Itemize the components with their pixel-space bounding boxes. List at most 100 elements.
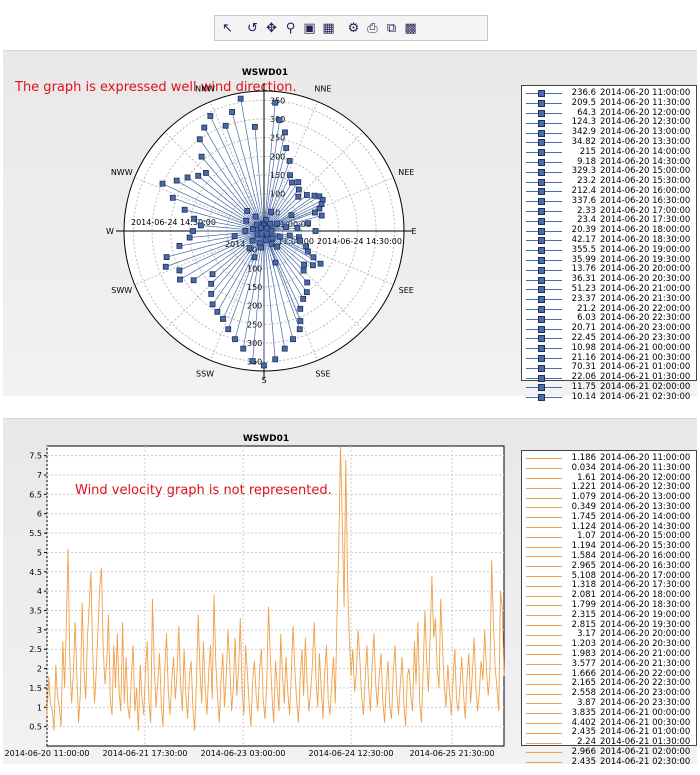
legend-entry: 20.39 2014-06-20 18:00:00 bbox=[526, 225, 692, 236]
legend-value: 1.203 bbox=[571, 639, 596, 650]
polar-data-point bbox=[262, 237, 269, 244]
legend-symbol bbox=[526, 129, 562, 138]
polar-data-point bbox=[251, 123, 258, 130]
polar-data-point bbox=[244, 208, 251, 214]
radial-tick-label: 300 bbox=[247, 339, 262, 348]
legend-symbol bbox=[526, 670, 562, 679]
legend-entry: 1.186 2014-06-20 11:00:00 bbox=[526, 453, 692, 464]
polar-data-spoke bbox=[210, 115, 265, 232]
y-tick-label: 5 bbox=[37, 548, 42, 557]
legend-time: 2014-06-21 00:30:00 bbox=[600, 352, 691, 363]
pointer-icon[interactable]: ↖ bbox=[222, 20, 233, 36]
polar-legend: 236.6 2014-06-20 11:00:00 209.5 2014-06-20 … bbox=[521, 85, 697, 402]
legend-symbol bbox=[526, 109, 562, 118]
legend-entry: 2.558 2014-06-20 23:00:00 bbox=[526, 688, 692, 699]
polar-data-point bbox=[297, 237, 303, 244]
legend-value: 3.17 bbox=[577, 629, 596, 640]
legend-entry: 342.9 2014-06-20 13:00:00 bbox=[526, 127, 692, 138]
y-tick-label: 0.5 bbox=[29, 723, 42, 732]
legend-symbol bbox=[526, 266, 562, 275]
legend-time: 2014-06-21 02:00:00 bbox=[600, 746, 691, 757]
legend-value: 0.349 bbox=[571, 501, 596, 512]
angular-gridline bbox=[263, 230, 364, 331]
legend-entry: 0.349 2014-06-20 13:30:00 bbox=[526, 501, 692, 513]
legend-symbol bbox=[526, 729, 562, 738]
polar-data-point bbox=[240, 345, 247, 352]
direction-label: NEE bbox=[398, 168, 414, 177]
radial-tick-label: 250 bbox=[270, 134, 285, 143]
legend-entry: 34.82 2014-06-20 13:30:00 bbox=[526, 136, 692, 148]
direction-label: NNW bbox=[195, 85, 215, 94]
polar-data-point bbox=[296, 326, 303, 333]
polar-data-point bbox=[295, 179, 302, 185]
legend-time: 2014-06-20 21:30:00 bbox=[600, 293, 691, 304]
legend-entry: 329.3 2014-06-20 15:00:00 bbox=[526, 167, 692, 177]
legend-symbol bbox=[526, 513, 562, 522]
legend-time: 2014-06-20 23:00:00 bbox=[600, 688, 691, 699]
polar-data-spoke bbox=[263, 214, 292, 232]
legend-time: 2014-06-21 02:30:00 bbox=[600, 756, 691, 767]
print-icon[interactable]: ⎙ bbox=[367, 20, 378, 36]
legend-value: 34.82 bbox=[571, 136, 596, 147]
legend-value: 23.37 bbox=[571, 293, 596, 304]
legend-entry: 1.194 2014-06-20 15:30:00 bbox=[526, 541, 692, 552]
save-icon[interactable]: ▩ bbox=[404, 20, 417, 36]
legend-time: 2014-06-20 18:00:00 bbox=[600, 225, 691, 236]
legend-value: 1.983 bbox=[571, 648, 596, 659]
legend-symbol bbox=[526, 148, 562, 157]
polar-data-point bbox=[252, 213, 259, 220]
legend-time: 2014-06-21 00:00:00 bbox=[600, 707, 691, 718]
legend-entry: 23.2 2014-06-20 15:30:00 bbox=[526, 176, 692, 187]
legend-entry: 20.71 2014-06-20 23:00:00 bbox=[526, 323, 692, 334]
legend-entry: 3.87 2014-06-20 23:30:00 bbox=[526, 698, 692, 709]
legend-entry: 6.03 2014-06-20 22:30:00 bbox=[526, 314, 692, 324]
line-chart-panel: WSWD01 0.5 1 1.5 2 2.5 3 3.5 4 4.5 5 5.5 6 6.5 7 7.5 201… bbox=[3, 418, 697, 767]
properties-icon[interactable]: ⚙ bbox=[347, 20, 360, 36]
legend-time: 2014-06-20 14:30:00 bbox=[600, 156, 691, 167]
radial-tick-label: 250 bbox=[247, 320, 262, 329]
copy-icon[interactable]: ⧉ bbox=[386, 20, 397, 36]
legend-entry: 23.37 2014-06-20 21:30:00 bbox=[526, 293, 692, 305]
legend-entry: 22.45 2014-06-20 23:30:00 bbox=[526, 333, 692, 344]
legend-value: 13.76 bbox=[571, 264, 596, 275]
legend-time: 2014-06-20 20:00:00 bbox=[600, 629, 691, 640]
y-tick-label: 6.5 bbox=[29, 490, 42, 499]
legend-symbol bbox=[526, 592, 562, 601]
x-tick-label: 2014-06-24 12:30:00 bbox=[309, 749, 394, 758]
polar-data-point bbox=[283, 224, 289, 231]
direction-label: W bbox=[106, 227, 114, 236]
polar-data-point bbox=[267, 220, 273, 227]
legend-symbol bbox=[526, 256, 562, 265]
polar-data-point bbox=[272, 99, 279, 106]
legend-symbol bbox=[526, 354, 562, 363]
export-image-icon[interactable]: ▣ bbox=[303, 20, 316, 36]
polar-data-point bbox=[250, 226, 256, 232]
legend-value: 20.71 bbox=[571, 323, 596, 334]
legend-time: 2014-06-20 13:00:00 bbox=[600, 492, 691, 503]
legend-entry: 22.06 2014-06-21 01:30:00 bbox=[526, 372, 692, 383]
zoom-icon[interactable]: ⚲ bbox=[285, 20, 296, 36]
legend-entry: 2.33 2014-06-20 17:00:00 bbox=[526, 206, 692, 217]
legend-value: 1.666 bbox=[571, 668, 596, 679]
pan-icon[interactable]: ✥ bbox=[266, 20, 277, 36]
legend-value: 10.98 bbox=[571, 342, 596, 353]
annotation-text: Wind velocity graph is not represented. bbox=[75, 483, 332, 498]
legend-symbol bbox=[526, 393, 562, 402]
legend-value: 1.584 bbox=[571, 550, 596, 561]
line-chart: WSWD01 0.5 1 1.5 2 2.5 3 3.5 4 4.5 5 5.5 6 6.5 7 7.5 201… bbox=[5, 434, 505, 758]
legend-value: 5.108 bbox=[571, 570, 596, 581]
save-image-icon[interactable]: ▦ bbox=[322, 20, 335, 36]
polar-data-spoke bbox=[205, 172, 265, 232]
legend-symbol bbox=[526, 709, 562, 718]
legend-value: 212.4 bbox=[571, 185, 596, 196]
polar-data-point bbox=[272, 356, 279, 363]
legend-symbol bbox=[526, 484, 562, 493]
legend-value: 236.6 bbox=[571, 88, 596, 98]
polar-data-point bbox=[184, 174, 191, 181]
legend-entry: 3.577 2014-06-20 21:30:00 bbox=[526, 659, 692, 670]
legend-entry: 355.5 2014-06-20 19:00:00 bbox=[526, 245, 692, 256]
polar-data-spoke bbox=[254, 230, 265, 258]
chart-toolbar: ↖ ↺ ✥ ⚲ ▣ ▦ ⚙ ⎙ ⧉ ▩ bbox=[214, 15, 488, 41]
polar-data-point bbox=[222, 122, 229, 129]
undo-icon[interactable]: ↺ bbox=[247, 20, 258, 36]
